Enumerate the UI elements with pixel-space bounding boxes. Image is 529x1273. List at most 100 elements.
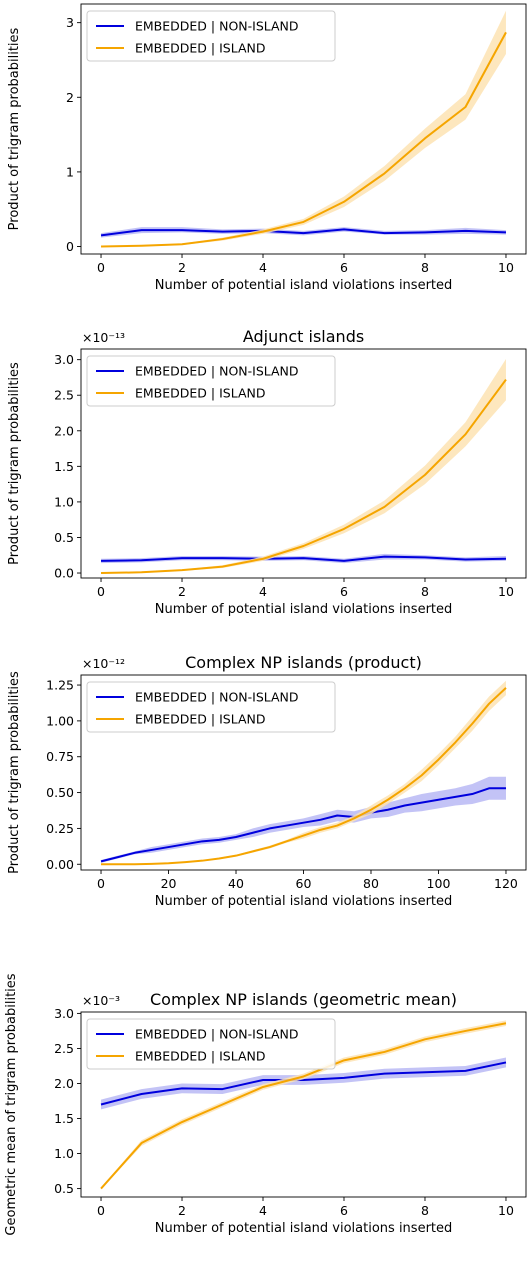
y-tick-label: 2.5 — [54, 388, 74, 403]
legend-label: EMBEDDED | NON-ISLAND — [135, 1027, 299, 1042]
plot-frame — [80, 3, 527, 255]
series-non-island — [100, 227, 507, 238]
y-tick-label: 1.0 — [54, 1146, 74, 1161]
x-tick-label: 6 — [340, 260, 348, 275]
series-island — [100, 680, 507, 866]
chart-3: Complex NP islands (product) ×10⁻¹² 0 20 40 6… — [7, 653, 527, 909]
x-tick-label: 120 — [494, 876, 518, 891]
series-non-island — [100, 1057, 507, 1110]
x-tick-label: 10 — [498, 584, 514, 599]
legend-box — [86, 1018, 336, 1070]
legend-box — [86, 355, 336, 407]
y-tick-label: 3.0 — [54, 1006, 74, 1021]
series-non-island — [100, 553, 507, 564]
x-axis-label: Number of potential island violations in… — [155, 602, 453, 617]
x-tick-label: 20 — [161, 876, 177, 891]
y-tick-label: 0.75 — [46, 749, 74, 764]
x-tick-label: 10 — [498, 260, 514, 275]
y-tick-label: 2.5 — [54, 1041, 74, 1056]
x-tick-label: 2 — [178, 1203, 186, 1218]
x-tick-label: 10 — [498, 1203, 514, 1218]
x-tick-label: 80 — [363, 876, 379, 891]
y-tick-label: 0.50 — [46, 785, 74, 800]
y-exponent-label: ×10⁻³ — [82, 993, 120, 1008]
x-tick-label: 8 — [421, 584, 429, 599]
chart-title: Complex NP islands (product) — [185, 653, 422, 672]
y-axis-label: Geometric mean of trigram probabilities — [4, 973, 19, 1235]
y-tick-label: 2.0 — [54, 1076, 74, 1091]
series-island — [100, 358, 507, 575]
x-tick-label: 60 — [296, 876, 312, 891]
legend-label: EMBEDDED | ISLAND — [135, 386, 266, 401]
x-tick-label: 100 — [427, 876, 451, 891]
legend-label: EMBEDDED | ISLAND — [135, 712, 266, 727]
legend-box — [86, 681, 336, 733]
x-tick-label: 8 — [421, 260, 429, 275]
y-tick-label: 0.25 — [46, 821, 74, 836]
y-tick-label: 0.0 — [54, 566, 74, 581]
legend: EMBEDDED | NON-ISLAND EMBEDDED | ISLAND — [86, 10, 336, 62]
legend-label: EMBEDDED | NON-ISLAND — [135, 364, 299, 379]
x-axis-label: Number of potential island violations in… — [155, 278, 453, 293]
confidence-band — [101, 10, 506, 247]
x-tick-label: 4 — [259, 1203, 267, 1218]
series-line — [101, 31, 507, 248]
y-axis-label: Product of trigram probabilities — [7, 362, 22, 565]
plot-frame — [80, 1011, 527, 1198]
confidence-band — [101, 1057, 506, 1110]
y-tick-label: 3.0 — [54, 352, 74, 367]
series-island — [100, 1020, 507, 1190]
x-tick-label: 0 — [97, 876, 105, 891]
x-axis-label: Number of potential island violations in… — [155, 894, 453, 909]
legend-label: EMBEDDED | NON-ISLAND — [135, 690, 299, 705]
legend: EMBEDDED | NON-ISLAND EMBEDDED | ISLAND — [86, 681, 336, 733]
confidence-band — [101, 776, 506, 863]
legend: EMBEDDED | NON-ISLAND EMBEDDED | ISLAND — [86, 1018, 336, 1070]
x-tick-label: 0 — [97, 584, 105, 599]
x-tick-label: 4 — [259, 260, 267, 275]
y-tick-label: 1.5 — [54, 1111, 74, 1126]
legend-label: EMBEDDED | NON-ISLAND — [135, 19, 299, 34]
chart-4: Complex NP islands (geometric mean) ×10⁻³… — [4, 973, 527, 1236]
legend: EMBEDDED | NON-ISLAND EMBEDDED | ISLAND — [86, 355, 336, 407]
y-tick-label: 2 — [66, 90, 74, 105]
x-tick-label: 2 — [178, 584, 186, 599]
x-tick-label: 6 — [340, 1203, 348, 1218]
y-tick-label: 0.5 — [54, 530, 74, 545]
y-tick-label: 1.25 — [46, 678, 74, 693]
chart-title: Adjunct islands — [243, 327, 364, 346]
x-tick-label: 40 — [228, 876, 244, 891]
confidence-band — [101, 358, 506, 574]
y-tick-label: 3 — [66, 15, 74, 30]
y-tick-label: 0.00 — [46, 857, 74, 872]
legend-label: EMBEDDED | ISLAND — [135, 1049, 266, 1064]
legend-label: EMBEDDED | ISLAND — [135, 41, 266, 56]
y-tick-label: 1 — [66, 164, 74, 179]
legend-box — [86, 10, 336, 62]
series-non-island — [100, 776, 507, 863]
y-exponent-label: ×10⁻¹² — [82, 656, 125, 671]
y-tick-label: 1.5 — [54, 459, 74, 474]
y-tick-label: 0 — [66, 239, 74, 254]
x-tick-label: 2 — [178, 260, 186, 275]
y-tick-label: 1.00 — [46, 713, 74, 728]
x-tick-label: 4 — [259, 584, 267, 599]
chart-title: Whether islands — [239, 0, 368, 1]
x-tick-label: 6 — [340, 584, 348, 599]
y-tick-label: 1.0 — [54, 494, 74, 509]
y-axis-label: Product of trigram probabilities — [7, 27, 22, 230]
y-tick-label: 0.5 — [54, 1181, 74, 1196]
series-island — [100, 10, 507, 248]
chart-1: Whether islands×10⁻¹³02468100123Number o… — [7, 0, 527, 293]
x-tick-label: 8 — [421, 1203, 429, 1218]
y-exponent-label: ×10⁻¹³ — [82, 330, 125, 345]
y-axis-label: Product of trigram probabilities — [7, 671, 22, 874]
x-tick-label: 0 — [97, 1203, 105, 1218]
plot-frame — [80, 348, 527, 579]
y-tick-label: 2.0 — [54, 423, 74, 438]
x-axis-label: Number of potential island violations in… — [155, 1221, 453, 1236]
chart-title: Complex NP islands (geometric mean) — [150, 990, 457, 1009]
chart-2: Adjunct islands ×10⁻¹³ 0 2 4 6 8 10 0.0 0.5 1.0 1.5… — [7, 327, 527, 617]
x-tick-label: 0 — [97, 260, 105, 275]
